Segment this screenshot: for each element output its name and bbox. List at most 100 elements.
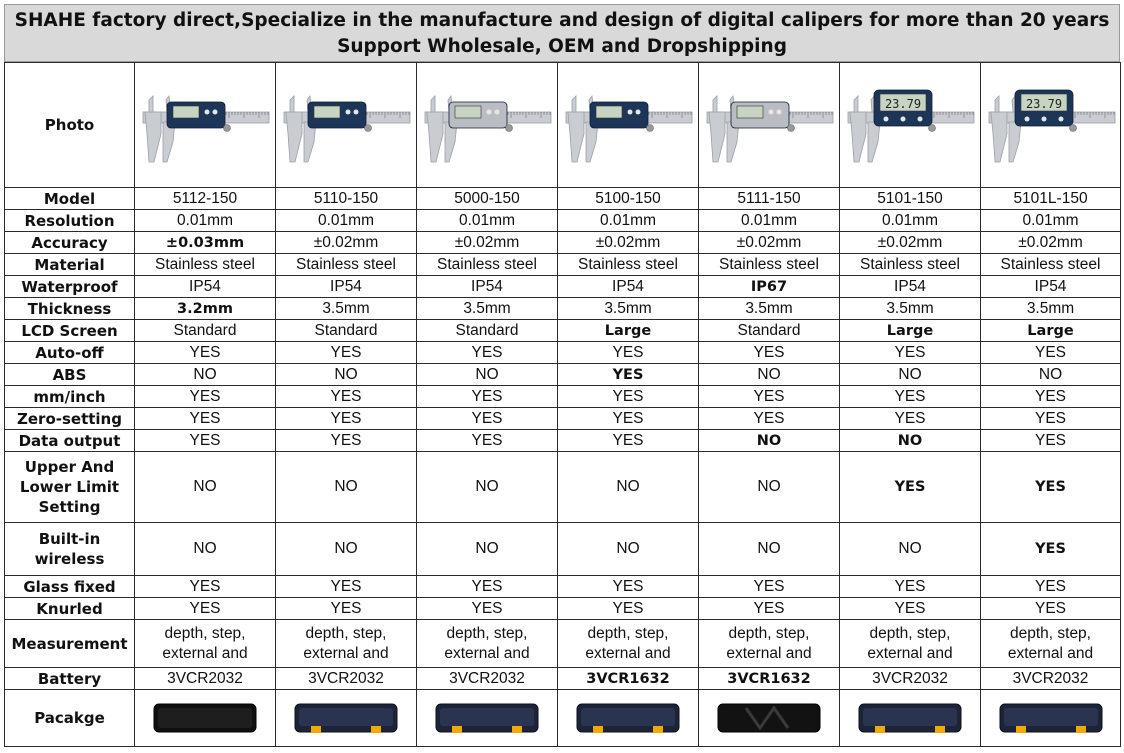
cell-glass: YES (134, 575, 276, 598)
cell-lcd: Large (980, 319, 1121, 342)
row-model: Model 5112-150 5110-150 5000-150 5100-150 511… (4, 187, 1121, 210)
cell-mminch: YES (275, 385, 417, 408)
row-waterproof: Waterproof IP54 IP54 IP54 IP54 IP67 IP54 IP54 (4, 275, 1121, 298)
svg-text:23.79: 23.79 (885, 97, 921, 111)
measurement-line-1: depth, step, (728, 624, 810, 642)
cell-glass: YES (557, 575, 699, 598)
package-case-icon (557, 689, 699, 747)
measurement-line-2: external and (867, 644, 953, 662)
cell-thickness: 3.5mm (698, 297, 840, 320)
row-label-autooff: Auto-off (4, 341, 135, 364)
cell-battery: 3VCR1632 (698, 667, 840, 690)
cell-measurement: depth, step, external and (698, 619, 840, 668)
cell-knurled: YES (839, 597, 981, 620)
cell-glass: YES (698, 575, 840, 598)
cell-knurled: YES (980, 597, 1121, 620)
cell-glass: YES (416, 575, 558, 598)
cell-lcd: Standard (698, 319, 840, 342)
row-label-package: Pacakge (4, 689, 135, 747)
cell-accuracy: ±0.02mm (980, 231, 1121, 254)
row-mminch: mm/inch YES YES YES YES YES YES YES (4, 385, 1121, 408)
cell-abs: NO (416, 363, 558, 386)
measurement-line-2: external and (162, 644, 248, 662)
cell-knurled: YES (698, 597, 840, 620)
row-label-battery: Battery (4, 667, 135, 690)
cell-zero: YES (416, 407, 558, 430)
cell-dataout: YES (557, 429, 699, 452)
measurement-line-1: depth, step, (446, 624, 528, 642)
cell-zero: YES (839, 407, 981, 430)
row-label-resolution: Resolution (4, 209, 135, 232)
measurement-line-1: depth, step, (869, 624, 951, 642)
package-case-icon (416, 689, 558, 747)
cell-thickness: 3.5mm (980, 297, 1121, 320)
cell-autooff: YES (980, 341, 1121, 364)
cell-measurement: depth, step, external and (839, 619, 981, 668)
cell-autooff: YES (698, 341, 840, 364)
header-line-2: Support Wholesale, OEM and Dropshipping (337, 36, 787, 57)
row-label-thickness: Thickness (4, 297, 135, 320)
cell-model: 5100-150 (557, 187, 699, 210)
cell-mminch: YES (980, 385, 1121, 408)
cell-mminch: YES (557, 385, 699, 408)
cell-waterproof: IP54 (416, 275, 558, 298)
cell-model: 5101-150 (839, 187, 981, 210)
row-label-limit: Upper And Lower Limit Setting (4, 451, 135, 523)
cell-abs: NO (698, 363, 840, 386)
measurement-line-2: external and (726, 644, 812, 662)
cell-abs: YES (557, 363, 699, 386)
measurement-line-2: external and (585, 644, 671, 662)
cell-dataout: YES (980, 429, 1121, 452)
measurement-line-1: depth, step, (1009, 624, 1091, 642)
cell-wireless: YES (980, 522, 1121, 576)
cell-resolution: 0.01mm (698, 209, 840, 232)
row-photo: Photo 23.79 23.79 (4, 62, 1121, 188)
caliper-photo-icon (134, 62, 276, 188)
package-case-icon (980, 689, 1121, 747)
comparison-table: Photo 23.79 23.79 Model 5112-150 5110-150 5000… (4, 62, 1121, 747)
cell-model: 5110-150 (275, 187, 417, 210)
cell-waterproof: IP54 (839, 275, 981, 298)
cell-wireless: NO (839, 522, 981, 576)
measurement-line-1: depth, step, (305, 624, 387, 642)
measurement-line-1: depth, step, (164, 624, 246, 642)
cell-material: Stainless steel (416, 253, 558, 276)
cell-model: 5000-150 (416, 187, 558, 210)
cell-model: 5112-150 (134, 187, 276, 210)
cell-battery: 3VCR2032 (134, 667, 276, 690)
cell-accuracy: ±0.03mm (134, 231, 276, 254)
cell-resolution: 0.01mm (134, 209, 276, 232)
cell-dataout: NO (698, 429, 840, 452)
row-wireless: Built-in wireless NO NO NO NO NO NO YES (4, 522, 1121, 576)
cell-battery: 3VCR2032 (839, 667, 981, 690)
cell-thickness: 3.2mm (134, 297, 276, 320)
cell-waterproof: IP54 (134, 275, 276, 298)
cell-wireless: NO (416, 522, 558, 576)
cell-lcd: Large (557, 319, 699, 342)
cell-material: Stainless steel (134, 253, 276, 276)
cell-accuracy: ±0.02mm (275, 231, 417, 254)
row-thickness: Thickness 3.2mm 3.5mm 3.5mm 3.5mm 3.5mm 3.5mm 3… (4, 297, 1121, 320)
cell-accuracy: ±0.02mm (839, 231, 981, 254)
cell-abs: NO (134, 363, 276, 386)
cell-zero: YES (134, 407, 276, 430)
row-label-zero: Zero-setting (4, 407, 135, 430)
row-label-material: Material (4, 253, 135, 276)
caliper-photo-icon (698, 62, 840, 188)
measurement-line-2: external and (444, 644, 530, 662)
row-dataout: Data output YES YES YES YES NO NO YES (4, 429, 1121, 452)
cell-waterproof: IP54 (557, 275, 699, 298)
row-lcd: LCD Screen Standard Standard Standard Large S… (4, 319, 1121, 342)
cell-waterproof: IP67 (698, 275, 840, 298)
row-knurled: Knurled YES YES YES YES YES YES YES (4, 597, 1121, 620)
cell-accuracy: ±0.02mm (557, 231, 699, 254)
cell-autooff: YES (557, 341, 699, 364)
cell-wireless: NO (698, 522, 840, 576)
package-case-icon (275, 689, 417, 747)
cell-glass: YES (839, 575, 981, 598)
cell-wireless: NO (134, 522, 276, 576)
row-label-measurement: Measurement (4, 619, 135, 668)
cell-mminch: YES (698, 385, 840, 408)
cell-lcd: Standard (275, 319, 417, 342)
